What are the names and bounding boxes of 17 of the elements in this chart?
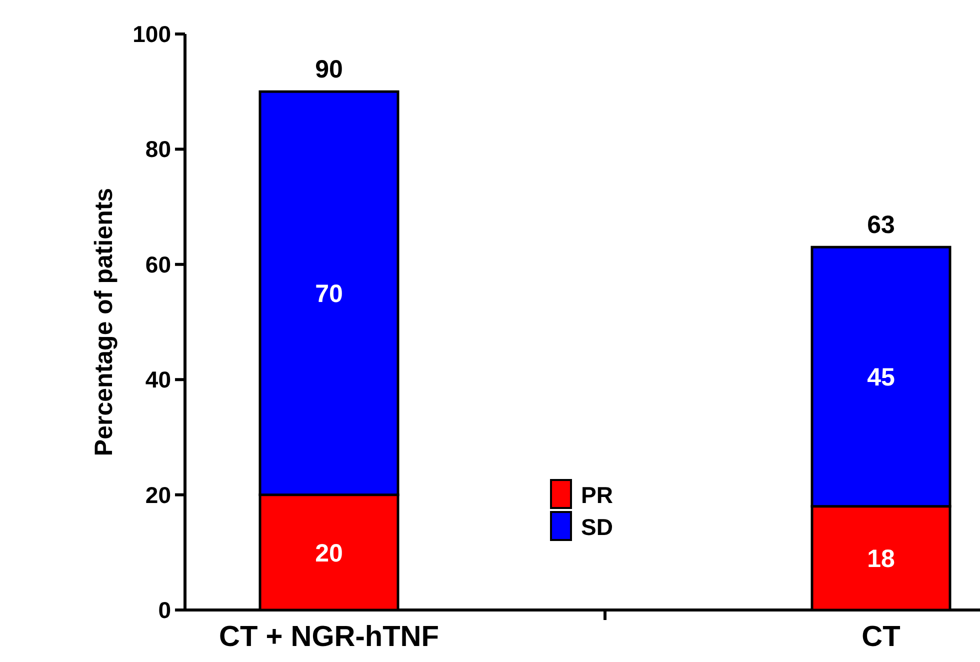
data-label: 70 — [315, 280, 343, 308]
total-label: 63 — [867, 211, 895, 240]
legend-label: PR — [581, 482, 614, 508]
y-tick-label: 80 — [145, 136, 171, 162]
y-tick-label: 60 — [145, 251, 171, 278]
y-axis-title: Percentage of patients — [90, 188, 118, 456]
y-tick-label: 20 — [145, 482, 171, 508]
y-tick-label: 40 — [145, 366, 171, 393]
x-tick-label: CT — [862, 621, 901, 653]
data-label: 18 — [867, 545, 895, 574]
y-tick-label: 0 — [158, 597, 171, 623]
x-tick-label: CT + NGR-hTNF — [219, 621, 439, 653]
data-label: 20 — [315, 539, 343, 568]
legend-label: SD — [581, 514, 613, 540]
y-tick-label: 100 — [132, 21, 171, 47]
data-label: 45 — [867, 364, 895, 392]
total-label: 90 — [315, 56, 343, 84]
